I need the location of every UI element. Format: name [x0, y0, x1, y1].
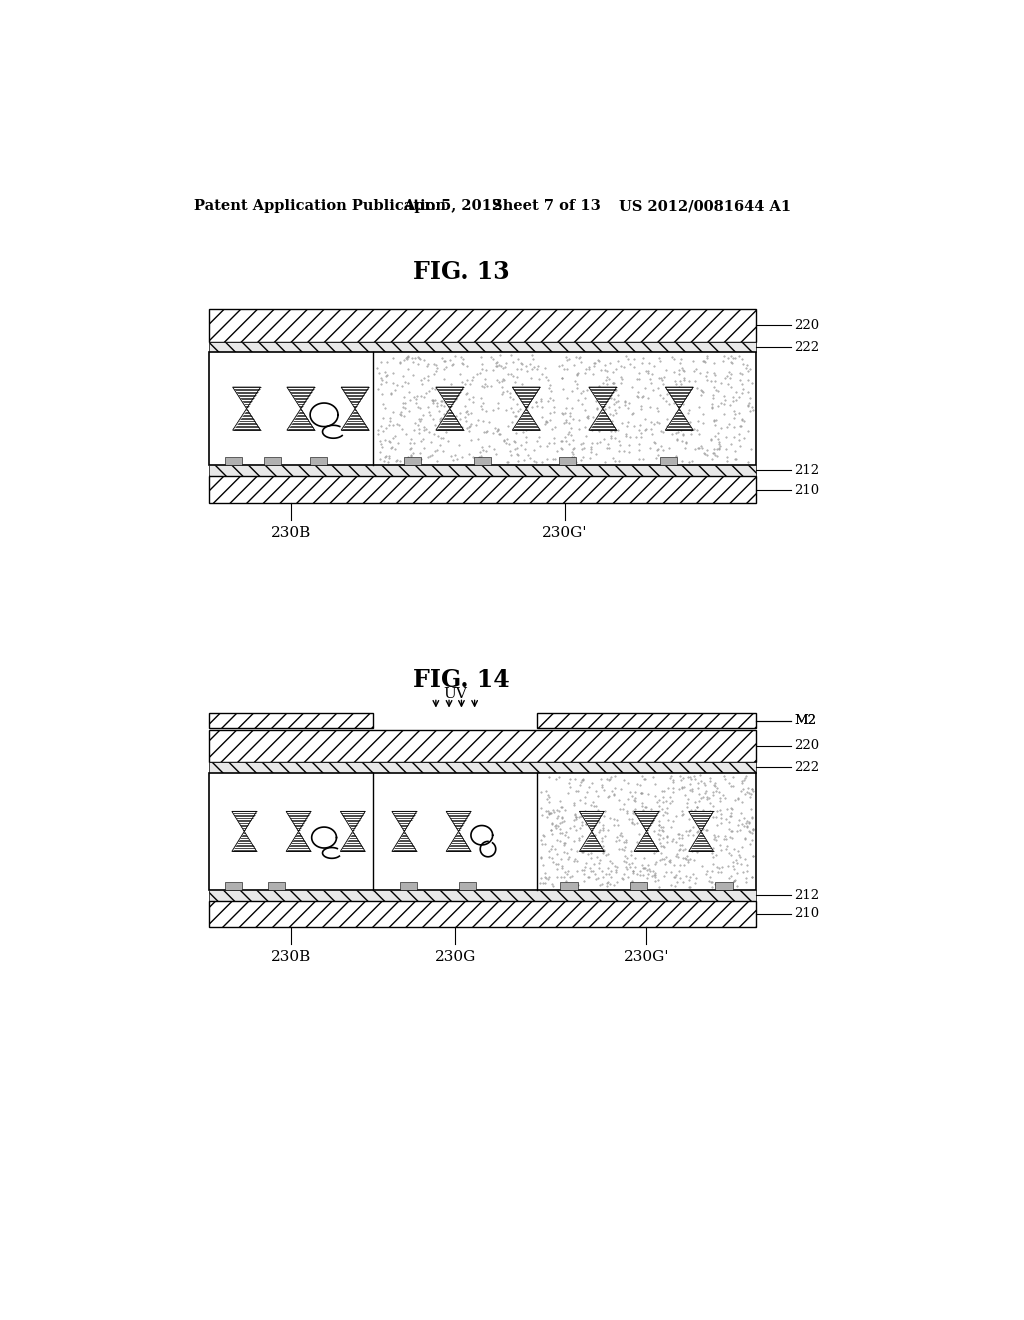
Polygon shape: [446, 832, 471, 851]
Bar: [209, 477, 756, 503]
Bar: [630, 882, 647, 890]
Bar: [267, 882, 285, 890]
Polygon shape: [580, 832, 604, 851]
Polygon shape: [666, 387, 693, 409]
Polygon shape: [689, 812, 714, 832]
Bar: [559, 457, 577, 465]
Text: 212: 212: [795, 888, 819, 902]
Bar: [660, 457, 677, 465]
Bar: [400, 882, 418, 890]
Text: FIG. 14: FIG. 14: [413, 668, 510, 693]
Polygon shape: [436, 387, 464, 409]
Polygon shape: [512, 387, 541, 409]
Polygon shape: [231, 832, 257, 851]
Text: UV: UV: [443, 686, 467, 701]
Bar: [209, 774, 756, 890]
Text: M2: M2: [795, 714, 816, 727]
Bar: [209, 713, 374, 729]
Bar: [209, 730, 756, 762]
Bar: [716, 882, 732, 890]
Polygon shape: [666, 409, 693, 430]
Polygon shape: [340, 832, 366, 851]
Text: 210: 210: [795, 483, 819, 496]
Polygon shape: [392, 832, 417, 851]
Text: 230G: 230G: [434, 950, 476, 964]
Bar: [209, 309, 756, 342]
Text: Sheet 7 of 13: Sheet 7 of 13: [493, 199, 601, 213]
Polygon shape: [589, 409, 616, 430]
Bar: [209, 465, 756, 477]
Polygon shape: [286, 812, 311, 832]
Text: US 2012/0081644 A1: US 2012/0081644 A1: [618, 199, 791, 213]
Polygon shape: [512, 409, 541, 430]
Bar: [209, 890, 756, 900]
Bar: [209, 900, 756, 927]
Text: 222: 222: [795, 341, 819, 354]
Polygon shape: [446, 812, 471, 832]
Text: 230G': 230G': [542, 527, 588, 540]
Bar: [209, 762, 756, 774]
Bar: [225, 882, 242, 890]
Polygon shape: [232, 387, 260, 409]
Text: Patent Application Publication: Patent Application Publication: [194, 199, 445, 213]
Text: 230B: 230B: [271, 527, 311, 540]
Polygon shape: [231, 812, 257, 832]
Polygon shape: [580, 812, 604, 832]
Polygon shape: [436, 409, 464, 430]
Text: M2: M2: [795, 714, 816, 727]
Polygon shape: [589, 387, 616, 409]
Polygon shape: [341, 387, 369, 409]
Polygon shape: [689, 832, 714, 851]
Bar: [225, 457, 242, 465]
Bar: [474, 457, 492, 465]
Text: 220: 220: [795, 319, 819, 333]
Text: 230B: 230B: [271, 950, 311, 964]
Text: 212: 212: [795, 463, 819, 477]
Bar: [459, 882, 475, 890]
Bar: [263, 457, 281, 465]
Text: 230G': 230G': [624, 950, 670, 964]
Polygon shape: [286, 832, 311, 851]
Polygon shape: [232, 409, 260, 430]
Text: Apr. 5, 2012: Apr. 5, 2012: [403, 199, 502, 213]
Text: 220: 220: [795, 739, 819, 752]
Bar: [538, 713, 756, 729]
Polygon shape: [287, 387, 314, 409]
Polygon shape: [341, 409, 369, 430]
Bar: [560, 882, 578, 890]
Text: 210: 210: [795, 907, 819, 920]
Text: 222: 222: [795, 760, 819, 774]
Bar: [404, 457, 421, 465]
Polygon shape: [392, 812, 417, 832]
Polygon shape: [340, 812, 366, 832]
Polygon shape: [634, 832, 658, 851]
Bar: [209, 342, 756, 352]
Text: FIG. 13: FIG. 13: [413, 260, 510, 284]
Bar: [310, 457, 328, 465]
Polygon shape: [287, 409, 314, 430]
Bar: [209, 352, 756, 465]
Polygon shape: [634, 812, 658, 832]
